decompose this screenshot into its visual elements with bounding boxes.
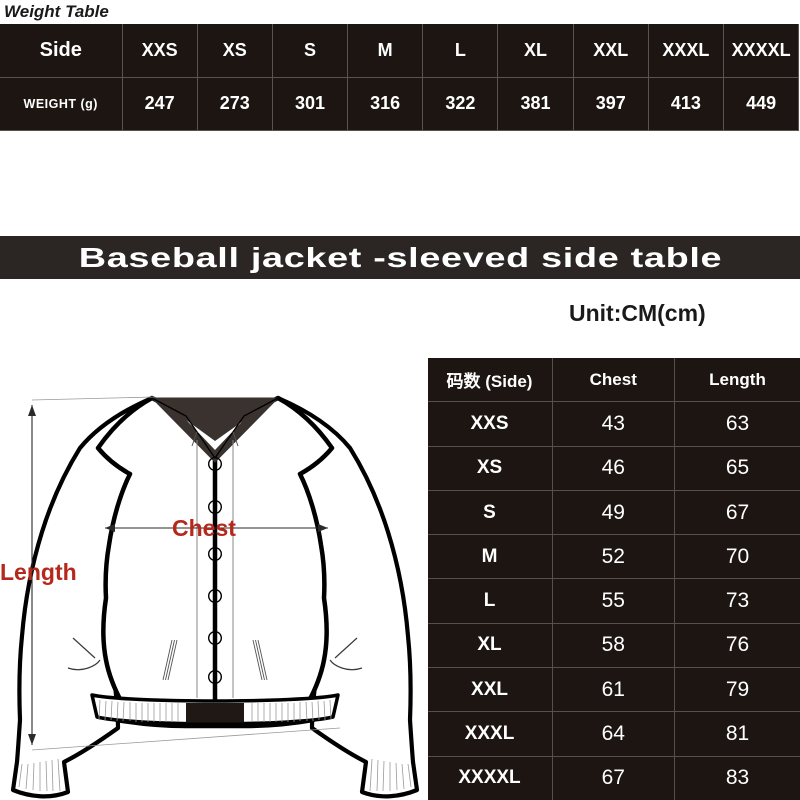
svg-text:Length: Length: [0, 559, 77, 585]
svg-text:Chest: Chest: [172, 515, 236, 541]
